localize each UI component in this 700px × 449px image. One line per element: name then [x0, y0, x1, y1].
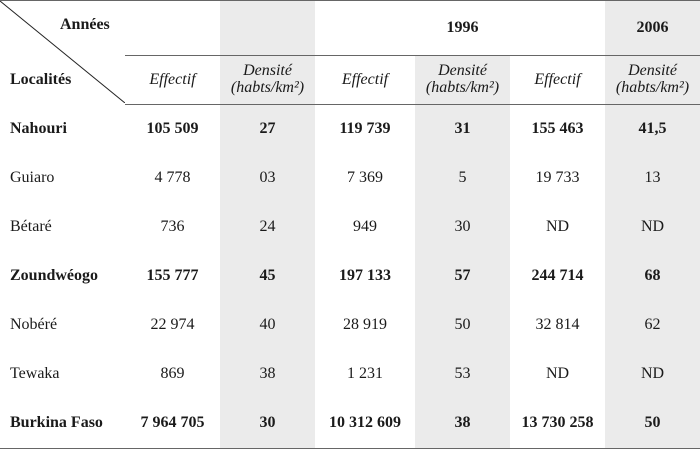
row-label: Zoundwéogo — [10, 267, 99, 285]
cell-densite-3: 13 — [605, 154, 700, 203]
cell-effectif-1: 105 509 — [146, 120, 199, 138]
cell-densite-1: 27 — [220, 104, 315, 154]
col-densite-1: Densité (habts/km²) — [220, 55, 315, 105]
col-densite-3-line2: (habts/km²) — [615, 79, 690, 96]
year-1996: 1996 — [446, 18, 479, 36]
cell-effectif-2: 1 231 — [347, 365, 383, 383]
cell-densite-2: 38 — [415, 399, 510, 449]
cell-densite-3: 41,5 — [605, 104, 700, 154]
col-effectif-3: Effectif — [510, 55, 605, 105]
table-row-burkina-faso: Burkina Faso 7 964 705 30 10 312 609 38 … — [0, 399, 700, 449]
cell-effectif-2: 10 312 609 — [315, 399, 415, 449]
cell-densite-2: 31 — [415, 104, 510, 154]
table-row-tewaka: Tewaka 869 38 1 231 53 ND ND — [0, 350, 700, 399]
cell-densite-1: 40 — [220, 301, 315, 350]
corner-header-cell: Années Localités — [0, 1, 125, 105]
cell-densite-3: 50 — [605, 399, 700, 449]
cell-densite-2: 53 — [415, 350, 510, 399]
cell-densite-3: 62 — [605, 301, 700, 350]
cell-effectif-1: 736 — [160, 218, 185, 236]
cell-effectif-2: 119 739 — [339, 120, 391, 138]
cell-effectif-2: 7 369 — [347, 169, 383, 187]
row-label: Bétaré — [10, 218, 52, 236]
cell-densite-3: 68 — [605, 252, 700, 301]
cell-effectif-3: 13 730 258 — [510, 399, 605, 449]
cell-densite-3: ND — [605, 203, 700, 252]
cell-effectif-2: 949 — [353, 218, 377, 236]
cell-effectif-1: 22 974 — [150, 316, 195, 334]
cell-densite-2: 5 — [415, 154, 510, 203]
col-effectif-2: Effectif — [315, 55, 415, 105]
table-row-guiaro: Guiaro 4 778 03 7 369 5 19 733 13 — [0, 154, 700, 203]
cell-densite-1: 30 — [220, 399, 315, 449]
cell-effectif-2: 28 919 — [343, 316, 387, 334]
cell-effectif-1: 155 777 — [146, 267, 199, 285]
cell-effectif-3: 32 814 — [535, 316, 580, 334]
cell-effectif-2: 197 133 — [339, 267, 391, 285]
year-cell-blank-4 — [510, 1, 605, 56]
year-cell-blank-2 — [220, 0, 315, 56]
cell-effectif-3: 244 714 — [531, 267, 584, 285]
row-label: Tewaka — [10, 365, 60, 383]
cell-densite-1: 38 — [220, 350, 315, 399]
col-densite-3-line1: Densité — [628, 62, 677, 80]
corner-label-annees: Années — [60, 16, 110, 33]
corner-label-localites: Localités — [10, 70, 72, 88]
cell-effectif-1: 869 — [160, 365, 185, 383]
col-densite-2-line2: (habts/km²) — [425, 79, 500, 96]
subheader-row: Effectif Densité (habts/km²) Effectif De… — [0, 55, 700, 105]
col-densite-1-line2: (habts/km²) — [230, 79, 305, 96]
cell-densite-2: 57 — [415, 252, 510, 301]
diagonal-divider — [0, 1, 125, 103]
year-cell-blank-3 — [315, 1, 415, 56]
cell-densite-1: 24 — [220, 203, 315, 252]
table-row-zoundweogo: Zoundwéogo 155 777 45 197 133 57 244 714… — [0, 252, 700, 301]
col-effectif-1: Effectif — [125, 55, 220, 105]
cell-densite-1: 03 — [220, 154, 315, 203]
cell-densite-3: ND — [605, 350, 700, 399]
cell-effectif-3: ND — [545, 365, 570, 383]
table-row-nahouri: Nahouri 105 509 27 119 739 31 155 463 41… — [0, 104, 700, 154]
col-densite-2: Densité (habts/km²) — [415, 55, 510, 105]
cell-effectif-3: 19 733 — [535, 169, 580, 187]
year-header-row: Années Localités 1996 2006 — [0, 0, 700, 103]
cell-effectif-3: 155 463 — [531, 120, 584, 138]
table-row-nobere: Nobéré 22 974 40 28 919 50 32 814 62 — [0, 301, 700, 350]
year-2006: 2006 — [605, 0, 700, 56]
cell-effectif-3: ND — [545, 218, 570, 236]
cell-effectif-1: 7 964 705 — [125, 399, 220, 449]
row-label: Nobéré — [10, 316, 58, 334]
row-label: Guiaro — [10, 169, 55, 187]
cell-densite-2: 30 — [415, 203, 510, 252]
cell-densite-2: 50 — [415, 301, 510, 350]
year-cell-blank-1 — [125, 1, 220, 56]
col-densite-2-line1: Densité — [438, 62, 487, 80]
cell-effectif-1: 4 778 — [154, 169, 191, 187]
col-densite-3: Densité (habts/km²) — [605, 55, 700, 105]
table-row-betare: Bétaré 736 24 949 30 ND ND — [0, 203, 700, 252]
cell-densite-1: 45 — [220, 252, 315, 301]
row-label: Burkina Faso — [0, 399, 125, 449]
row-label: Nahouri — [10, 119, 67, 137]
col-densite-1-line1: Densité — [243, 62, 292, 80]
